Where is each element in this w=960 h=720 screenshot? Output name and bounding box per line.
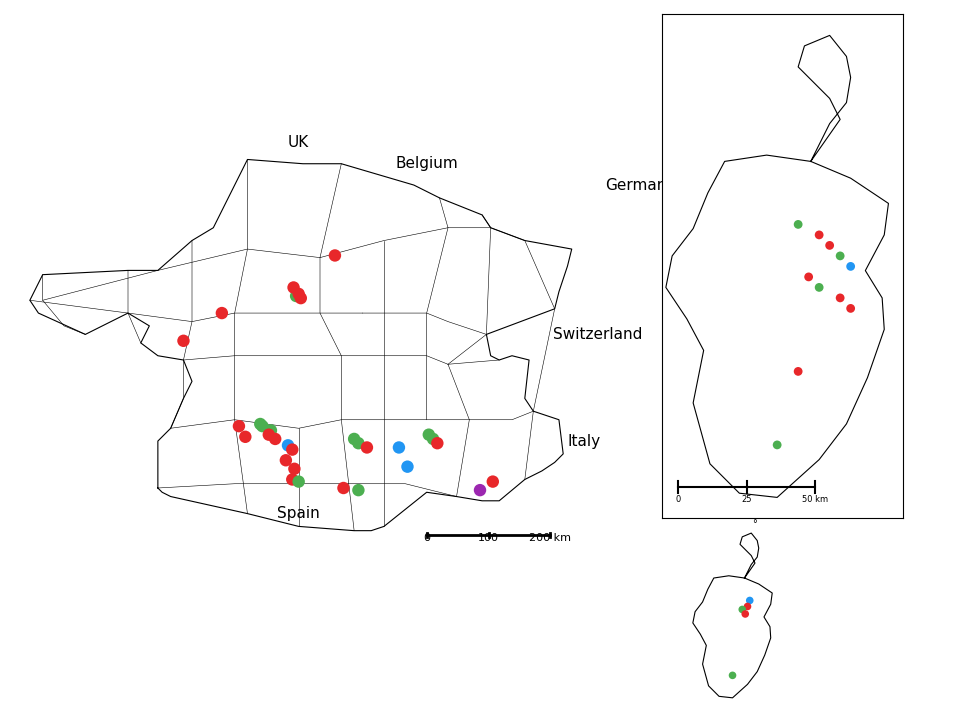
Point (811, 229, 827, 240)
Point (737, 608, 753, 620)
Point (740, 600, 756, 612)
Text: Spain: Spain (277, 506, 320, 521)
Point (176, 335, 191, 346)
Point (327, 250, 343, 261)
Text: °: ° (753, 519, 757, 529)
Point (254, 420, 270, 432)
Text: 100: 100 (478, 534, 499, 544)
Point (291, 288, 306, 300)
Point (293, 292, 308, 304)
Point (472, 485, 488, 496)
Text: Belgium: Belgium (396, 156, 458, 171)
Point (336, 482, 351, 494)
Text: 0: 0 (676, 495, 681, 503)
Point (425, 433, 441, 445)
Point (280, 440, 296, 451)
Point (268, 433, 283, 445)
Point (231, 420, 247, 432)
Point (286, 282, 301, 293)
Point (350, 485, 366, 496)
Point (430, 438, 445, 449)
Point (485, 476, 500, 487)
Point (734, 603, 750, 615)
Point (801, 271, 816, 283)
Text: Italy: Italy (568, 433, 601, 449)
Polygon shape (798, 35, 851, 161)
Point (742, 595, 757, 606)
Point (725, 670, 740, 681)
Text: 0: 0 (423, 534, 430, 544)
Text: UK: UK (288, 135, 309, 150)
Point (843, 261, 858, 272)
Point (287, 463, 302, 474)
Polygon shape (740, 533, 758, 578)
Point (421, 429, 437, 441)
Point (347, 433, 362, 445)
Point (832, 292, 848, 304)
Point (392, 441, 407, 453)
Point (399, 461, 415, 472)
Point (811, 282, 827, 293)
Point (291, 476, 306, 487)
Text: Germany: Germany (605, 178, 675, 192)
Point (843, 302, 858, 314)
Point (350, 438, 366, 449)
Text: 200 km: 200 km (529, 534, 571, 544)
Point (790, 219, 805, 230)
Point (263, 425, 278, 436)
Polygon shape (30, 159, 572, 531)
Point (278, 454, 294, 466)
Point (832, 250, 848, 261)
Polygon shape (693, 576, 772, 698)
Point (284, 474, 300, 485)
Polygon shape (666, 155, 888, 498)
Point (238, 431, 253, 443)
Point (770, 439, 785, 451)
Point (284, 444, 300, 455)
Point (252, 418, 268, 430)
Point (822, 240, 837, 251)
Point (359, 441, 374, 453)
Point (790, 366, 805, 377)
Text: Switzerland: Switzerland (553, 327, 642, 342)
Point (261, 429, 276, 441)
Text: 25: 25 (741, 495, 752, 503)
Text: 50 km: 50 km (802, 495, 828, 503)
Point (214, 307, 229, 319)
Point (288, 290, 303, 302)
